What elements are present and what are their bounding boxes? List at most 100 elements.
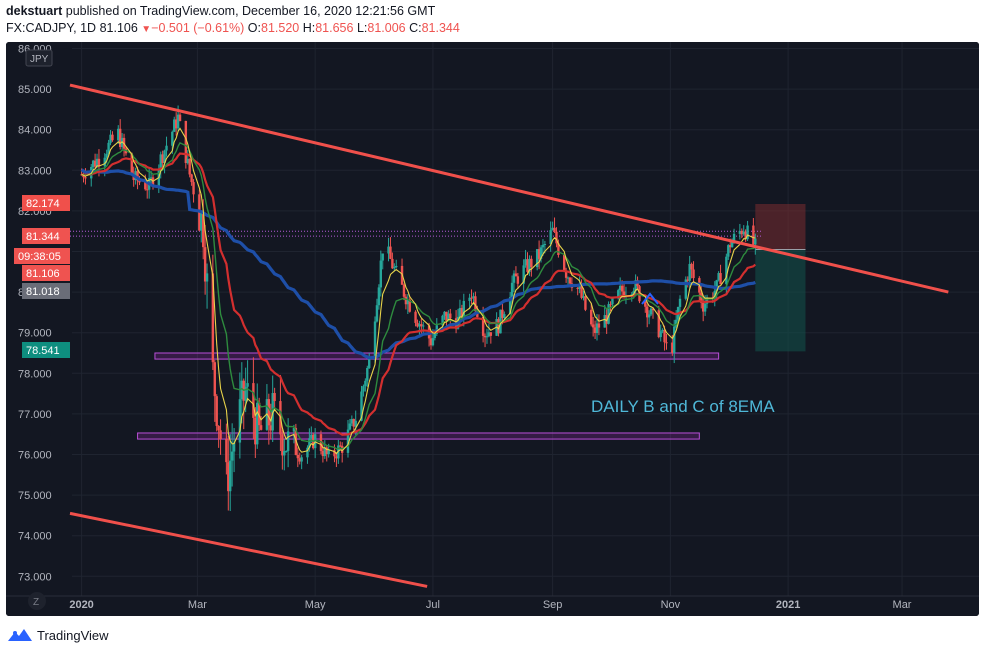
candle-body [727,245,730,257]
candle-body [335,456,338,459]
candle-body [313,434,317,449]
candle-body [306,447,309,458]
open-label: O: [247,21,261,35]
candle-body [445,311,448,321]
candle-body [178,114,182,121]
tradingview-footer[interactable]: TradingView [8,624,109,646]
candle-body [188,158,191,175]
candle-body [431,338,435,346]
candle-body [744,231,747,240]
candle-body [578,285,581,290]
candle-body [346,429,350,453]
price-tag-label: 09:38:05 [18,251,61,263]
author-name[interactable]: dekstuart [6,4,63,18]
candle-body [339,445,342,447]
candle-body [93,160,97,167]
candle-body [136,171,139,181]
ema-8-line [81,127,756,455]
high-value: 81.656 [315,21,354,35]
candle-body [508,297,512,315]
chart-panel[interactable]: DAILY B and C of 8EMA 86.000 85.000 84.000 8… [6,42,979,616]
candle-body [553,227,556,232]
candle-body [232,442,236,452]
last-price: 81.106 [99,21,138,35]
candle-body [729,245,732,248]
candle-body [91,160,95,167]
y-tick-label: 77.000 [18,409,52,421]
candle-body [246,383,249,387]
candle-body [595,323,599,334]
y-tick-label: 76.000 [18,449,52,461]
symbol-name[interactable]: FX:CADJPY, 1D [6,21,97,35]
candle-body [609,304,612,306]
price-change: −0.501 (−0.61%) [151,21,245,35]
candle-body [321,451,325,457]
currency-label: JPY [30,54,49,65]
candle-body [590,309,593,325]
candle-body [240,380,244,400]
candle-body [325,447,328,455]
candle-body [474,296,477,312]
y-tick-label: 85.000 [18,84,52,96]
candle-body [323,447,327,457]
publish-line: dekstuart published on TradingView.com, … [6,3,976,20]
candle-body [395,265,398,268]
candle-body [225,439,228,463]
candle-body [537,249,541,259]
candle-body [738,230,742,234]
candle-body [229,460,232,492]
candle-body [485,336,489,338]
x-tick-label: Sep [543,599,563,611]
candle-body [472,296,475,299]
candle-body [211,273,215,363]
candle-body [163,150,166,164]
candle-body [541,244,545,248]
price-tag-label: 81.344 [26,231,60,243]
price-tag-bg [22,283,70,299]
candle-body [296,454,299,459]
candle-body [665,342,668,344]
candle-body [227,462,230,492]
candle-body [632,290,635,295]
price-tag-bg [22,195,70,211]
price-chart[interactable]: DAILY B and C of 8EMA86.00085.00084.0008… [6,42,979,616]
candle-body [389,246,392,259]
candle-body [512,273,516,283]
candle-body [379,260,382,288]
ma-200-line [80,168,756,360]
close-label: C: [409,21,422,35]
x-tick-label: Mar [188,599,207,611]
candle-body [497,319,500,334]
candle-body [674,319,678,327]
candle-body [213,362,216,397]
candle-body [360,391,363,421]
candle-body [657,310,660,338]
candle-body [146,189,149,191]
candle-body [173,119,176,132]
y-tick-label: 83.000 [18,165,52,177]
candle-body [256,402,259,445]
candle-body [259,425,263,430]
candle-body [269,425,272,431]
candle-body [460,307,464,318]
candle-body [422,325,425,327]
chart-header: dekstuart published on TradingView.com, … [6,3,976,41]
candle-body [659,331,662,338]
candle-body [719,273,722,285]
candle-body [429,338,433,346]
candle-body [414,311,417,323]
close-value: 81.344 [421,21,460,35]
candle-body [671,342,674,353]
candle-body [562,254,566,271]
candle-body [526,259,529,272]
candle-body [566,277,570,279]
candle-body [84,177,87,179]
candle-body [420,324,423,327]
candle-body [715,280,718,291]
candle-body [215,396,218,426]
blue-arrow-icon [641,292,659,305]
candle-body [591,324,595,328]
x-tick-label: Nov [661,599,681,611]
candle-body [651,308,655,311]
candle-body [481,316,485,336]
